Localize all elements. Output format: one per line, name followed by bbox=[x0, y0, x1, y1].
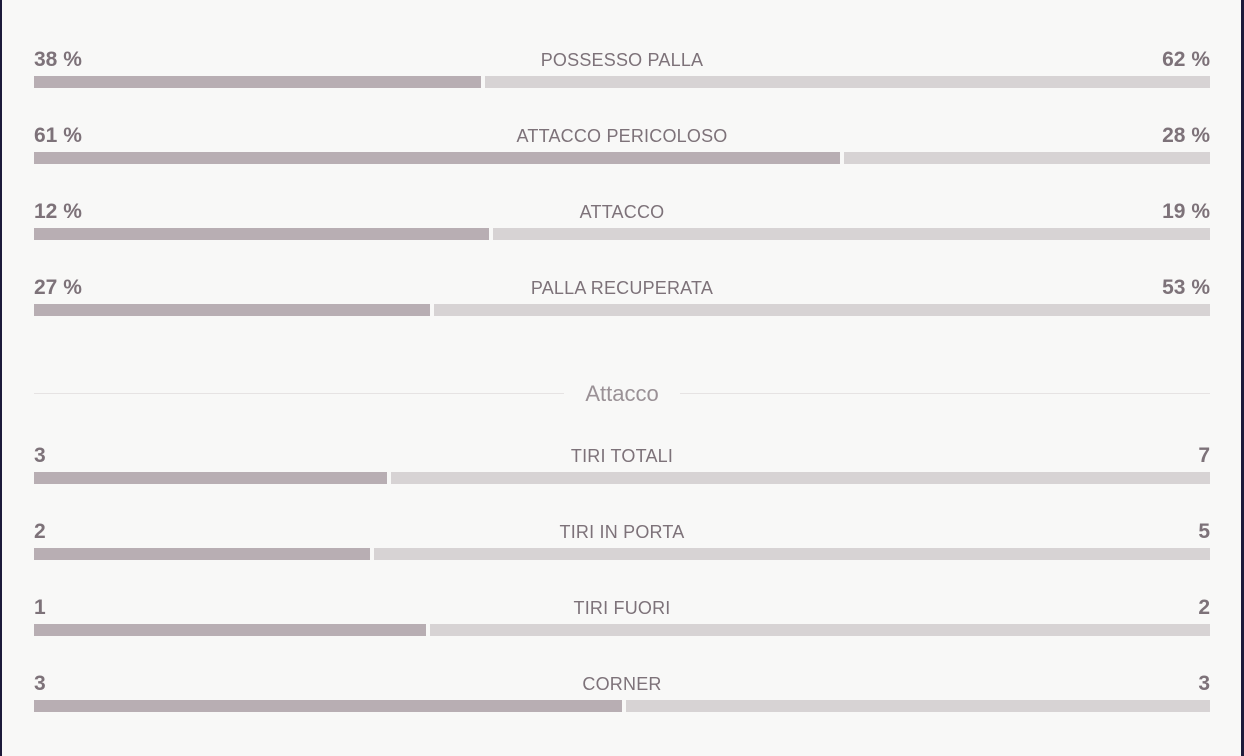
stat-row-tiri-in-porta: 2 TIRI IN PORTA 5 bbox=[34, 520, 1210, 560]
home-bar-fill bbox=[34, 548, 370, 560]
stat-label: ATTACCO bbox=[579, 202, 665, 222]
stat-bar bbox=[34, 304, 1210, 316]
stat-bar bbox=[34, 152, 1210, 164]
stat-bar bbox=[34, 700, 1210, 712]
section-title: Attacco bbox=[585, 381, 659, 406]
stat-row-tiri-fuori: 1 TIRI FUORI 2 bbox=[34, 596, 1210, 636]
away-bar-fill bbox=[626, 700, 1210, 712]
home-value: 38 % bbox=[34, 48, 82, 71]
away-value: 19 % bbox=[1162, 200, 1210, 223]
stat-row-palla-recuperata: 27 % PALLA RECUPERATA 53 % bbox=[34, 276, 1210, 316]
divider-line bbox=[34, 393, 564, 394]
away-value: 53 % bbox=[1162, 276, 1210, 299]
divider-line bbox=[680, 393, 1210, 394]
home-value: 3 bbox=[34, 672, 46, 695]
away-bar-fill bbox=[391, 472, 1210, 484]
stat-row-possesso-palla: 38 % POSSESSO PALLA 62 % bbox=[34, 48, 1210, 88]
stat-bar bbox=[34, 624, 1210, 636]
home-bar-fill bbox=[34, 624, 426, 636]
section-divider: Attacco bbox=[34, 380, 1210, 408]
home-value: 12 % bbox=[34, 200, 82, 223]
stat-bar bbox=[34, 472, 1210, 484]
home-bar-fill bbox=[34, 152, 840, 164]
stat-label: TIRI FUORI bbox=[573, 598, 671, 618]
home-bar-fill bbox=[34, 304, 430, 316]
home-value: 1 bbox=[34, 596, 46, 619]
away-bar-fill bbox=[485, 76, 1210, 88]
stat-row-attacco: 12 % ATTACCO 19 % bbox=[34, 200, 1210, 240]
stat-label: PALLA RECUPERATA bbox=[530, 278, 714, 298]
away-value: 5 bbox=[1198, 520, 1210, 543]
stat-bar bbox=[34, 228, 1210, 240]
stat-row-corner: 3 CORNER 3 bbox=[34, 672, 1210, 712]
home-bar-fill bbox=[34, 228, 489, 240]
home-bar-fill bbox=[34, 76, 481, 88]
away-bar-fill bbox=[493, 228, 1210, 240]
home-value: 27 % bbox=[34, 276, 82, 299]
away-bar-fill bbox=[374, 548, 1210, 560]
home-value: 61 % bbox=[34, 124, 82, 147]
away-bar-fill bbox=[844, 152, 1210, 164]
away-value: 2 bbox=[1198, 596, 1210, 619]
stat-row-tiri-totali: 3 TIRI TOTALI 7 bbox=[34, 444, 1210, 484]
away-bar-fill bbox=[434, 304, 1210, 316]
stat-label: TIRI IN PORTA bbox=[559, 522, 685, 542]
away-value: 3 bbox=[1198, 672, 1210, 695]
stat-label: TIRI TOTALI bbox=[570, 446, 674, 466]
home-bar-fill bbox=[34, 472, 387, 484]
away-value: 7 bbox=[1198, 444, 1210, 467]
home-value: 2 bbox=[34, 520, 46, 543]
stat-label: POSSESSO PALLA bbox=[540, 50, 704, 70]
stat-bar bbox=[34, 76, 1210, 88]
home-bar-fill bbox=[34, 700, 622, 712]
home-value: 3 bbox=[34, 444, 46, 467]
stat-bar bbox=[34, 548, 1210, 560]
away-value: 62 % bbox=[1162, 48, 1210, 71]
away-value: 28 % bbox=[1162, 124, 1210, 147]
away-bar-fill bbox=[430, 624, 1210, 636]
stat-label: CORNER bbox=[582, 674, 662, 694]
stat-row-attacco-pericoloso: 61 % ATTACCO PERICOLOSO 28 % bbox=[34, 124, 1210, 164]
stat-label: ATTACCO PERICOLOSO bbox=[516, 126, 728, 146]
